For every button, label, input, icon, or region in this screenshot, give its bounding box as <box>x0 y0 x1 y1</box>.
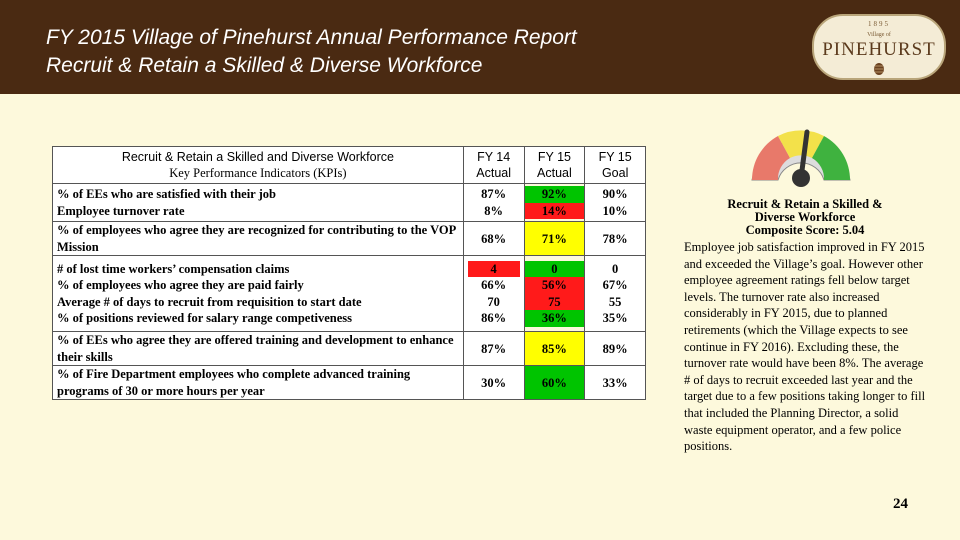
table-title: Recruit & Retain a Skilled and Diverse W… <box>121 150 394 164</box>
fy15-cell: 92% 14% <box>523 183 586 222</box>
table-header-row: Recruit & Retain a Skilled and Diverse W… <box>52 146 646 184</box>
indicator-cell: % of employees who agree they are recogn… <box>52 221 464 256</box>
gauge-green-zone <box>812 136 851 180</box>
pine-cone-icon <box>874 63 884 75</box>
indicator-text: Average # of days to recruit from requis… <box>57 294 362 309</box>
fy15-cell: 71% <box>523 221 586 256</box>
table-row: % of EEs who are satisfied with their jo… <box>52 183 646 222</box>
header-goal: FY 15 Goal <box>584 146 646 184</box>
title-line-2: Recruit & Retain a Skilled & Diverse Wor… <box>46 54 483 77</box>
header-fy15: FY 15 Actual <box>523 146 586 184</box>
goal-value: 90% <box>602 187 628 201</box>
fy15-value: 56% <box>524 277 585 294</box>
summary-body: Employee job satisfaction improved in FY… <box>684 240 926 454</box>
header-fy15-line2: Actual <box>537 166 572 180</box>
indicator-text: % of EEs who agree they are offered trai… <box>57 333 454 364</box>
header-indicator-cell: Recruit & Retain a Skilled and Diverse W… <box>52 146 464 184</box>
fy14-cell: 68% <box>462 221 525 256</box>
goal-value: 0 <box>612 261 619 276</box>
page-title: FY 2015 Village of Pinehurst Annual Perf… <box>46 24 577 80</box>
header-goal-line1: FY 15 <box>598 150 632 164</box>
indicator-cell: % of EEs who are satisfied with their jo… <box>52 183 464 222</box>
fy15-value: 14% <box>524 202 585 219</box>
composite-score: Composite Score: 5.04 <box>745 223 865 237</box>
fy14-cell: 87% <box>462 331 525 366</box>
indicator-text: % of EEs who are satisfied with their jo… <box>57 187 276 201</box>
fy14-value: 4 <box>467 260 520 277</box>
fy15-value: 0 <box>524 260 585 277</box>
kpi-table: Recruit & Retain a Skilled and Diverse W… <box>52 146 646 400</box>
indicator-cell: % of EEs who agree they are offered trai… <box>52 331 464 366</box>
fy15-cell: 0 56% 75 36% <box>523 255 586 332</box>
table-row: % of employees who agree they are recogn… <box>52 221 646 256</box>
title-line-1: FY 2015 Village of Pinehurst Annual Perf… <box>46 26 577 49</box>
indicator-cell: # of lost time workers’ compensation cla… <box>52 255 464 332</box>
indicator-text: % of Fire Department employees who compl… <box>57 367 411 398</box>
fy14-value: 70 <box>487 294 500 309</box>
goal-cell: 0 67% 55 35% <box>584 255 646 332</box>
header-fy14: FY 14 Actual <box>462 146 525 184</box>
goal-value: 55 <box>608 294 622 309</box>
goal-cell: 78% <box>584 221 646 256</box>
summary-panel: Recruit & Retain a Skilled & Diverse Wor… <box>684 198 926 455</box>
header-goal-line2: Goal <box>601 166 629 180</box>
indicator-text: Employee turnover rate <box>57 203 185 218</box>
indicator-text: % of employees who agree they are recogn… <box>57 223 456 254</box>
goal-cell: 90% 10% <box>584 183 646 222</box>
header-fy14-line2: Actual <box>476 166 512 180</box>
header-fy14-line1: FY 14 <box>477 150 511 164</box>
goal-value: 67% <box>602 278 628 292</box>
gauge-yellow-zone <box>778 130 824 158</box>
page-number: 24 <box>893 496 908 512</box>
gauge-hub <box>792 169 810 187</box>
gauge-red-zone <box>751 136 790 180</box>
fy14-value: 86% <box>481 311 507 325</box>
indicator-cell: % of Fire Department employees who compl… <box>52 365 464 400</box>
fy14-cell: 4 66% 70 86% <box>462 255 525 332</box>
summary-title-line1: Recruit & Retain a Skilled & <box>727 197 883 211</box>
fy14-cell: 87% 8% <box>462 183 525 222</box>
indicator-text: % of employees who agree they are paid f… <box>57 278 304 292</box>
goal-value: 10% <box>602 203 628 218</box>
indicator-text: # of lost time workers’ compensation cla… <box>57 261 290 276</box>
village-logo: 1895 Village of PINEHURST <box>812 14 946 80</box>
speedometer-gauge-icon <box>751 129 851 187</box>
logo-name: PINEHURST <box>822 39 936 60</box>
indicator-text: % of positions reviewed for salary range… <box>57 311 352 325</box>
fy14-value: 8% <box>484 203 504 218</box>
logo-year: 1895 <box>868 20 890 28</box>
fy14-cell: 30% <box>462 365 525 400</box>
summary-title-line2: Diverse Workforce <box>754 210 856 224</box>
table-row: # of lost time workers’ compensation cla… <box>52 255 646 332</box>
goal-cell: 33% <box>584 365 646 400</box>
fy15-value: 36% <box>524 310 585 327</box>
table-subtitle: Key Performance Indicators (KPIs) <box>169 166 347 180</box>
goal-value: 35% <box>602 311 628 325</box>
goal-cell: 89% <box>584 331 646 366</box>
fy15-cell: 85% <box>523 331 586 366</box>
table-row: % of EEs who agree they are offered trai… <box>52 331 646 366</box>
logo-small-text: Village of <box>867 31 891 38</box>
header-banner: FY 2015 Village of Pinehurst Annual Perf… <box>0 0 960 94</box>
fy15-value: 92% <box>524 186 585 203</box>
table-row: % of Fire Department employees who compl… <box>52 365 646 400</box>
fy15-cell: 60% <box>523 365 586 400</box>
summary-title: Recruit & Retain a Skilled & Diverse Wor… <box>684 198 926 237</box>
header-fy15-line1: FY 15 <box>537 150 571 164</box>
fy14-value: 87% <box>481 187 507 201</box>
fy14-value: 66% <box>481 278 507 292</box>
fy15-value: 75 <box>524 293 585 310</box>
